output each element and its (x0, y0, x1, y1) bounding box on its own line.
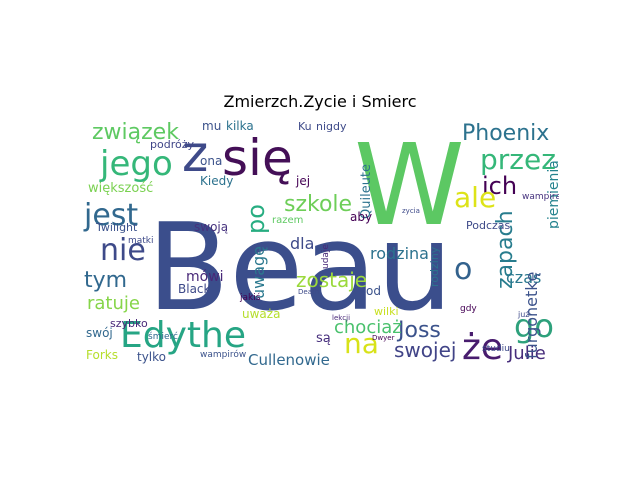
word-55: Podczas (466, 219, 511, 232)
word-61: studiu (482, 344, 510, 354)
word-1: W (354, 121, 465, 251)
word-35: są (316, 331, 331, 346)
word-18: zapach (493, 210, 518, 289)
word-28: dla (290, 234, 314, 253)
word-26: chociaż (334, 317, 402, 338)
word-15: ale (454, 181, 496, 214)
word-65: jakiś (239, 292, 261, 303)
word-7: jest (83, 198, 138, 233)
word-66: Dwyer (372, 334, 395, 342)
word-41: Kiedy (200, 174, 233, 188)
word-17: o (454, 252, 472, 287)
word-13: przez (480, 143, 556, 176)
word-71: zycia (402, 207, 420, 215)
word-54: aby (350, 210, 372, 224)
word-30: czas (506, 268, 541, 287)
word-31: furgonetkę (522, 272, 541, 359)
word-20: swojej (394, 338, 456, 362)
word-56: rodziny (428, 246, 441, 287)
word-49: Forks (86, 348, 118, 362)
word-64: matki (128, 236, 154, 246)
word-27: uwagę (249, 246, 268, 299)
word-14: ich (482, 172, 517, 200)
word-19: Joss (396, 318, 441, 343)
word-60: wilki (374, 305, 399, 318)
word-70: już (517, 310, 530, 319)
word-22: ratuje (87, 293, 140, 314)
word-4: z (182, 125, 208, 183)
word-9: go (514, 307, 554, 345)
word-62: gdy (460, 304, 477, 314)
word-45: mówi (186, 269, 224, 285)
word-32: piemienia (546, 160, 559, 229)
word-24: zostaje (296, 268, 367, 292)
word-59: od (366, 284, 381, 298)
word-48: tylko (137, 350, 166, 364)
word-8: nie (100, 233, 146, 268)
word-37: mu (202, 119, 221, 133)
word-21: tym (84, 268, 127, 293)
word-43: ona (200, 154, 222, 168)
word-69: razem (272, 215, 303, 226)
word-52: Twilight (95, 221, 138, 234)
word-36: większość (88, 181, 153, 196)
word-39: Ku (298, 120, 312, 133)
word-46: Black (178, 282, 211, 296)
word-51: szybko (110, 317, 148, 330)
word-11: związek (92, 120, 179, 145)
word-23: po (242, 204, 270, 234)
word-72: lekcji (332, 314, 350, 322)
word-68: udaje (321, 244, 331, 269)
word-63: wampirów (200, 349, 246, 360)
word-0: Beau (147, 199, 453, 338)
word-6: że (462, 327, 503, 367)
word-50: swój (86, 326, 113, 340)
word-67: Death (298, 288, 319, 296)
word-25: rodzina (370, 244, 429, 263)
word-12: Phoenix (462, 121, 549, 146)
word-40: nigdy (316, 120, 347, 133)
word-53: podróży (150, 138, 194, 151)
word-34: Quileute (359, 164, 374, 219)
word-42: jej (295, 174, 310, 188)
word-3: Edythe (120, 315, 246, 356)
word-2: się (222, 129, 293, 187)
word-16: szkole (284, 192, 352, 217)
word-57: wampiramí (522, 192, 559, 202)
chart-title: Zmierzch.Zycie i Smierc (223, 92, 417, 111)
word-5: jego (99, 144, 173, 184)
word-47: uważa (242, 307, 280, 321)
word-58: śmierć (148, 331, 178, 342)
word-38: kilka (226, 119, 254, 133)
word-33: Cullenowie (248, 351, 330, 367)
word-10: na (344, 327, 379, 360)
word-29: Julie (507, 343, 546, 364)
word-44: swoją (194, 220, 228, 234)
